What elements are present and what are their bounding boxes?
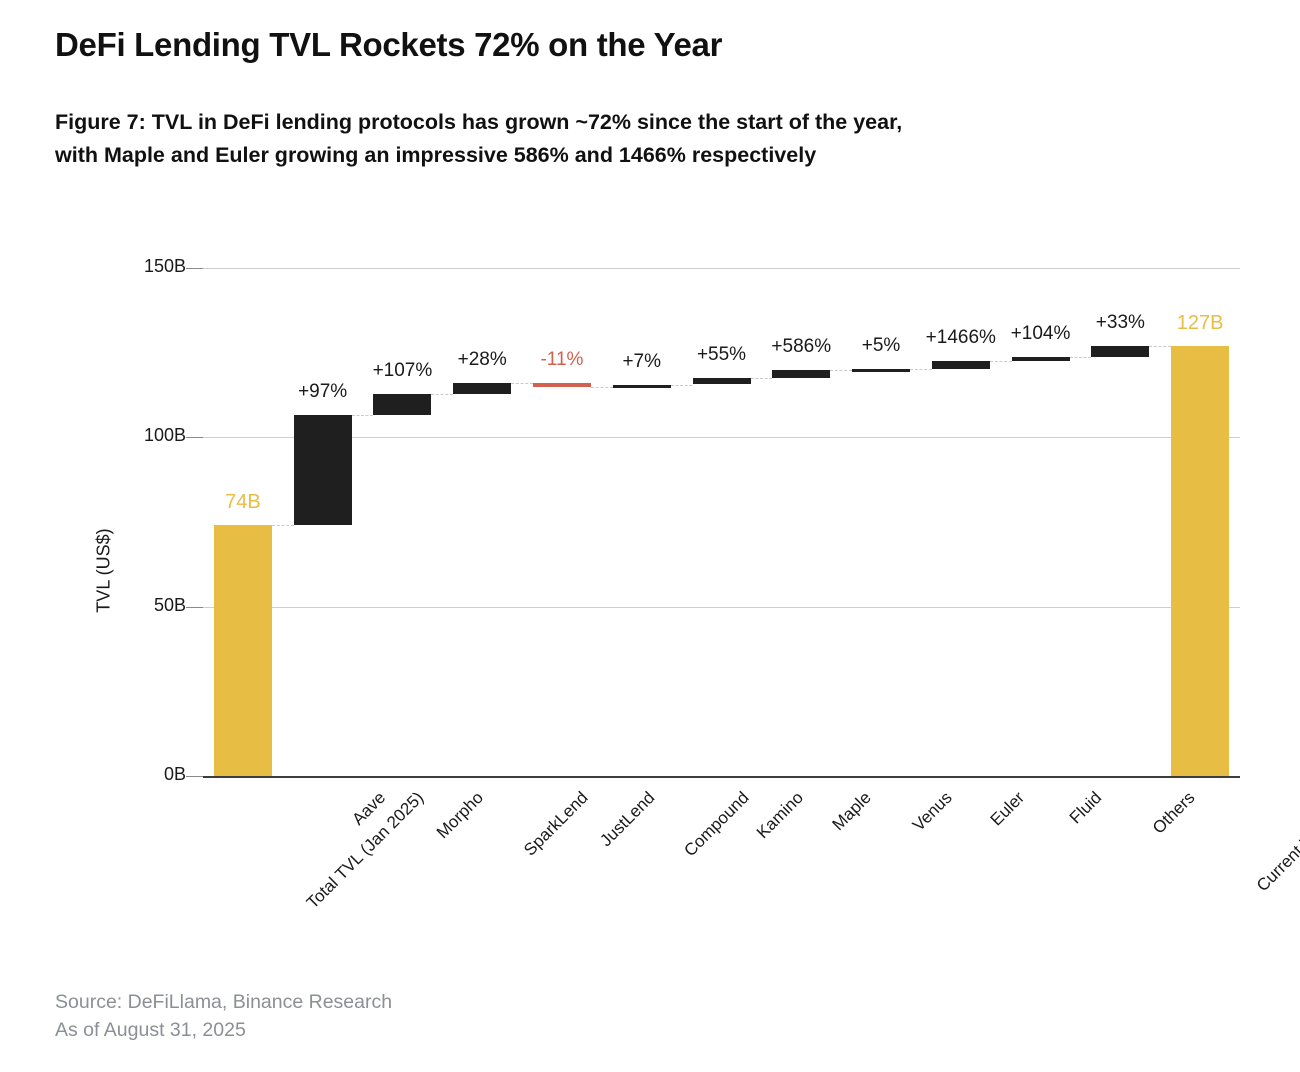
source-line: Source: DeFiLlama, Binance Research [55, 991, 393, 1013]
y-axis-tick [186, 268, 203, 269]
bar-value-label: +33% [1095, 311, 1145, 333]
bar-sparklend[interactable] [453, 383, 512, 394]
y-axis-tick [186, 776, 203, 777]
bar-venus[interactable] [852, 368, 911, 372]
bar-justlend[interactable] [532, 383, 591, 387]
x-axis-label: SparkLend [520, 788, 592, 860]
waterfall-connector [750, 378, 773, 380]
y-axis-tick-label: 150B [143, 256, 186, 276]
waterfall-connector [1149, 345, 1172, 348]
page-title: DeFi Lending TVL Rockets 72% on the Year [55, 26, 723, 63]
waterfall-connector [431, 393, 454, 396]
page-subtitle: Figure 7: TVL in DeFi lending protocols … [55, 106, 1255, 172]
x-axis-label: Morpho [433, 788, 488, 843]
as-of-line: As of August 31, 2025 [55, 1019, 246, 1041]
y-axis-tick [186, 606, 203, 608]
waterfall-connector [830, 370, 853, 372]
bar-fluid[interactable] [1011, 357, 1070, 362]
subtitle-line-1: Figure 7: TVL in DeFi lending protocols … [55, 110, 903, 134]
bar-maple[interactable] [772, 370, 831, 379]
bar-value-label: +97% [298, 381, 348, 403]
x-axis-label: Compound [680, 788, 753, 861]
bar-value-label: +104% [1010, 323, 1071, 345]
x-axis-label: Others [1149, 788, 1199, 838]
x-axis-label: Current Total TVL [1252, 788, 1300, 896]
bar-value-label: +107% [372, 359, 433, 381]
waterfall-connector [511, 383, 533, 385]
bar-value-label: 74B [225, 491, 261, 514]
x-axis-label: Euler [986, 788, 1028, 830]
bar-value-label: +1466% [925, 327, 996, 349]
x-axis-label: Venus [908, 788, 956, 835]
waterfall-connector [590, 386, 613, 389]
bar-current-total-tvl[interactable] [1171, 345, 1230, 776]
y-axis-tick-label: 50B [153, 594, 186, 615]
gridline [203, 437, 1240, 439]
subtitle-line-2: with Maple and Euler growing an impressi… [55, 143, 817, 167]
bar-value-label: +5% [861, 334, 901, 356]
bar-kamino[interactable] [692, 378, 751, 385]
bar-value-label: -11% [540, 349, 584, 371]
bar-value-label: +586% [771, 336, 832, 358]
x-axis-label: JustLend [596, 788, 659, 851]
x-axis-label: Maple [828, 788, 876, 835]
y-axis-label: TVL (US$) [93, 528, 114, 613]
y-axis-tick [186, 437, 203, 439]
bar-euler[interactable] [931, 361, 990, 369]
bar-value-label: +55% [696, 344, 747, 366]
x-axis-line [203, 776, 1240, 778]
x-axis-label: Fluid [1065, 788, 1105, 828]
waterfall-connector [1069, 357, 1092, 359]
x-axis-label: Kamino [752, 788, 807, 843]
bar-total-tvl-jan-2025[interactable] [213, 525, 272, 776]
bar-value-label: +7% [622, 350, 661, 372]
bar-morpho[interactable] [373, 393, 432, 416]
gridline [203, 268, 1240, 269]
y-axis-tick-label: 0B [163, 764, 186, 784]
waterfall-connector [989, 361, 1012, 363]
bar-aave[interactable] [293, 415, 352, 526]
waterfall-connector [271, 525, 294, 527]
gridline [203, 606, 1240, 608]
bar-value-label: 127B [1176, 311, 1224, 334]
waterfall-connector [351, 415, 374, 417]
waterfall-connector [670, 384, 693, 387]
y-axis-tick-label: 100B [143, 425, 186, 446]
bar-value-label: +28% [457, 349, 507, 371]
source-note: Source: DeFiLlama, Binance Research As o… [55, 988, 392, 1044]
waterfall-connector [910, 368, 932, 371]
bar-compound[interactable] [612, 384, 671, 388]
bar-others[interactable] [1091, 345, 1150, 358]
